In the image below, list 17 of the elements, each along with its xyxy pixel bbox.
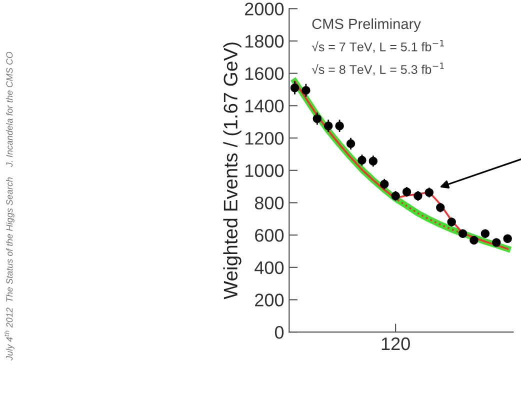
annotation: CMS Preliminary	[312, 18, 421, 32]
y-tick-label: 1600	[246, 67, 284, 80]
x-tick-label: 120	[382, 337, 410, 350]
y-tick-label: 600	[255, 228, 284, 242]
annotation: √s = 7 TeV, L = 5.1 fb$^{−1}$	[312, 40, 444, 53]
y-tick-label: 1400	[246, 100, 284, 112]
y-tick-label: 200	[255, 294, 284, 306]
y-tick-label: 1800	[246, 34, 284, 48]
y-tick-label: 1200	[246, 132, 284, 145]
annotation: √s = 8 TeV, L = 5.3 fb$^{−1}$	[312, 62, 444, 76]
y-tick-label: 2000	[245, 2, 284, 16]
y-tick-label: 400	[254, 261, 284, 274]
y-tick-label: 0	[274, 326, 284, 339]
text: July 4$^{th}$ 2012 The Status of the Higgs Search J. Incandela for the CMS CO	[4, 52, 14, 360]
y-tick-label: 1000	[246, 164, 284, 178]
y-axis-title: Weighted Events / (1.67 GeV)	[223, 42, 242, 300]
y-tick-label: 800	[254, 196, 284, 210]
